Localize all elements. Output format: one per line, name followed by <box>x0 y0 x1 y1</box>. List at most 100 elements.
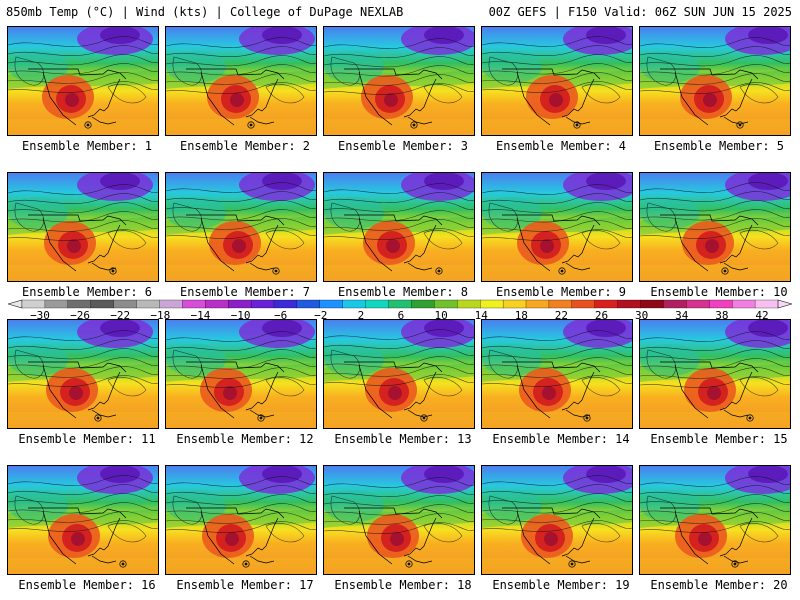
ensemble-member-label: Ensemble Member: 13 <box>334 432 472 446</box>
temperature-map <box>323 319 475 429</box>
ensemble-member-label: Ensemble Member: 7 <box>179 285 311 299</box>
ensemble-member-panel: Ensemble Member: 3 <box>323 26 475 153</box>
colorbar-tick-label: −10 <box>231 309 251 321</box>
ensemble-member-label: Ensemble Member: 15 <box>650 432 788 446</box>
ensemble-member-label: Ensemble Member: 6 <box>21 285 153 299</box>
colorbar-swatch <box>686 299 710 309</box>
ensemble-member-panel: Ensemble Member: 6 <box>7 172 159 299</box>
ensemble-member-panel: Ensemble Member: 18 <box>323 465 475 592</box>
temperature-map <box>639 172 791 282</box>
temperature-map <box>323 26 475 136</box>
colorbar-swatch <box>754 299 779 309</box>
ensemble-member-panel: Ensemble Member: 19 <box>481 465 633 592</box>
ensemble-member-panel: Ensemble Member: 9 <box>481 172 633 299</box>
colorbar-tick-label: −22 <box>110 309 130 321</box>
temperature-map <box>639 319 791 429</box>
colorbar-tick-label: 14 <box>475 309 489 321</box>
colorbar-swatch <box>319 299 344 309</box>
colorbar-tick-label: 42 <box>755 309 768 321</box>
colorbar-swatch <box>250 299 275 309</box>
colorbar-right-arrow <box>777 299 792 309</box>
temperature-map <box>323 172 475 282</box>
colorbar-swatch <box>548 299 573 309</box>
colorbar-swatch <box>594 299 619 309</box>
ensemble-member-panel: Ensemble Member: 13 <box>323 319 475 446</box>
ensemble-member-label: Ensemble Member: 17 <box>176 578 314 592</box>
colorbar-swatch <box>502 299 527 309</box>
temperature-map <box>639 26 791 136</box>
colorbar-tick-label: −6 <box>274 309 287 321</box>
ensemble-member-label: Ensemble Member: 11 <box>18 432 156 446</box>
colorbar-swatch <box>342 299 367 309</box>
ensemble-member-label: Ensemble Member: 1 <box>21 139 153 153</box>
ensemble-member-panel: Ensemble Member: 1 <box>7 26 159 153</box>
ensemble-member-panel: Ensemble Member: 11 <box>7 319 159 446</box>
temperature-map <box>481 26 633 136</box>
colorbar-tick-label: 2 <box>358 309 365 321</box>
temperature-map <box>165 465 317 575</box>
run-valid-time: 00Z GEFS | F150 Valid: 06Z SUN JUN 15 20… <box>488 5 792 19</box>
ensemble-member-label: Ensemble Member: 2 <box>179 139 311 153</box>
ensemble-member-label: Ensemble Member: 14 <box>492 432 630 446</box>
colorbar-swatch <box>388 299 412 309</box>
colorbar-swatch <box>228 299 252 309</box>
colorbar-swatch <box>365 299 389 309</box>
ensemble-member-panel: Ensemble Member: 20 <box>639 465 791 592</box>
colorbar-swatch <box>44 299 69 309</box>
colorbar-swatch <box>525 299 550 309</box>
ensemble-member-label: Ensemble Member: 19 <box>492 578 630 592</box>
colorbar-left-arrow <box>8 299 23 309</box>
colorbar-swatch <box>159 299 183 309</box>
colorbar-tick-label: −18 <box>150 309 170 321</box>
colorbar-swatch <box>709 299 733 309</box>
temperature-map <box>323 465 475 575</box>
ensemble-member-label: Ensemble Member: 8 <box>337 285 469 299</box>
colorbar-swatch <box>434 299 458 309</box>
colorbar-swatch <box>273 299 298 309</box>
temperature-map <box>7 319 159 429</box>
temperature-map <box>165 319 317 429</box>
colorbar-swatch <box>67 299 92 309</box>
colorbar-swatch <box>663 299 687 309</box>
chart-title: 850mb Temp (°C) | Wind (kts) | College o… <box>6 5 404 19</box>
temperature-map <box>165 172 317 282</box>
temperature-map <box>7 172 159 282</box>
ensemble-member-panel: Ensemble Member: 10 <box>639 172 791 299</box>
colorbar-tick-label: −30 <box>30 309 50 321</box>
temperature-map <box>165 26 317 136</box>
ensemble-member-label: Ensemble Member: 4 <box>495 139 627 153</box>
ensemble-member-panel: Ensemble Member: 8 <box>323 172 475 299</box>
colorbar-tick-label: −2 <box>314 309 327 321</box>
colorbar-swatch <box>640 299 664 309</box>
ensemble-member-panel: Ensemble Member: 16 <box>7 465 159 592</box>
temperature-map <box>7 26 159 136</box>
temperature-map <box>481 319 633 429</box>
temperature-map <box>639 465 791 575</box>
ensemble-member-panel: Ensemble Member: 7 <box>165 172 317 299</box>
colorbar-tick-label: −26 <box>70 309 90 321</box>
colorbar-tick-label: 30 <box>635 309 648 321</box>
ensemble-member-label: Ensemble Member: 5 <box>653 139 785 153</box>
colorbar-swatch <box>21 299 46 309</box>
colorbar-tick-label: 10 <box>434 309 447 321</box>
colorbar-swatch <box>136 299 160 309</box>
ensemble-member-label: Ensemble Member: 9 <box>495 285 627 299</box>
colorbar-swatch <box>617 299 641 309</box>
colorbar-swatch <box>411 299 435 309</box>
colorbar-tick-label: 22 <box>555 309 568 321</box>
temperature-map <box>481 172 633 282</box>
colorbar-swatch <box>113 299 137 309</box>
ensemble-member-label: Ensemble Member: 12 <box>176 432 314 446</box>
ensemble-member-panel: Ensemble Member: 5 <box>639 26 791 153</box>
colorbar-tick-label: 18 <box>515 309 528 321</box>
colorbar-tick-label: −14 <box>191 309 211 321</box>
colorbar-tick-label: 26 <box>595 309 608 321</box>
temperature-map <box>481 465 633 575</box>
colorbar-tick-label: 6 <box>398 309 405 321</box>
colorbar-tick-label: 38 <box>715 309 728 321</box>
colorbar-swatch <box>90 299 115 309</box>
ensemble-member-label: Ensemble Member: 3 <box>337 139 469 153</box>
ensemble-member-label: Ensemble Member: 10 <box>650 285 788 299</box>
colorbar-swatch <box>296 299 321 309</box>
colorbar-swatch <box>205 299 229 309</box>
